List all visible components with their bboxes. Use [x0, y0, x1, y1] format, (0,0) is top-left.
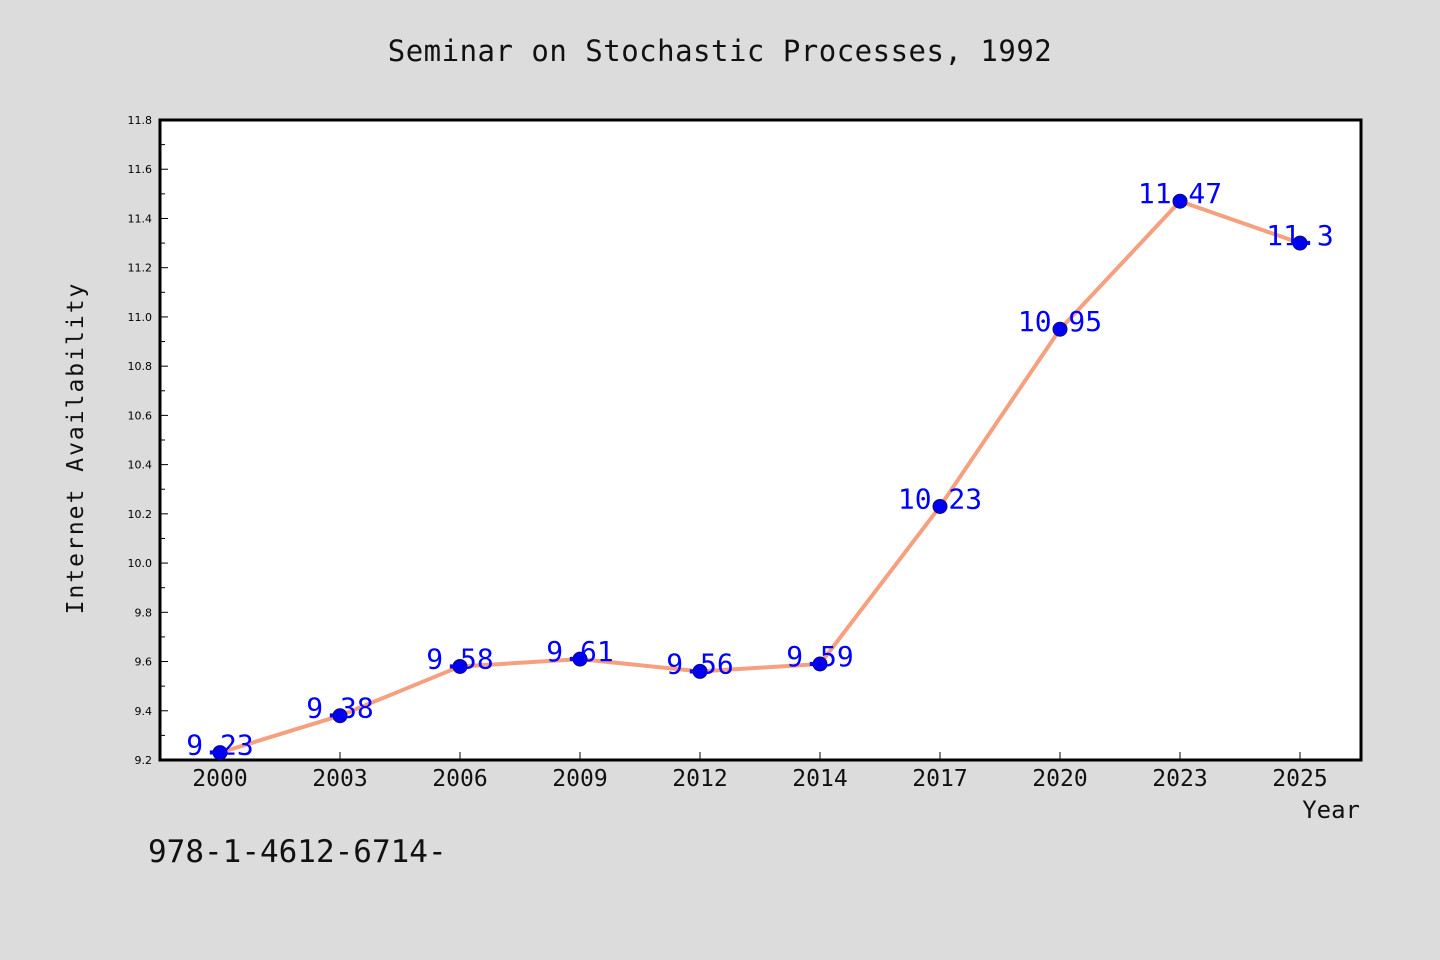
data-point — [452, 658, 468, 674]
data-label: 10.23 — [898, 482, 982, 515]
data-label: 10.95 — [1018, 305, 1102, 338]
y-tick-label: 10.8 — [128, 360, 153, 373]
y-tick-label: 11.0 — [128, 311, 153, 324]
x-tick-label: 2000 — [192, 766, 247, 792]
data-point — [1052, 321, 1068, 337]
data-label: 11.3 — [1266, 219, 1333, 252]
x-tick-label: 2009 — [552, 766, 607, 792]
y-tick-label: 9.6 — [135, 656, 153, 669]
y-tick-label: 10.0 — [128, 557, 153, 570]
y-tick-label: 11.2 — [128, 262, 153, 275]
isbn-footnote: 978-1-4612-6714- — [148, 834, 447, 870]
data-point — [212, 745, 228, 761]
chart-title: Seminar on Stochastic Processes, 1992 — [387, 34, 1053, 68]
data-label: 9.61 — [546, 635, 613, 668]
x-tick-label: 2012 — [672, 766, 727, 792]
x-tick-label: 2017 — [912, 766, 967, 792]
y-tick-label: 10.4 — [128, 459, 153, 472]
y-tick-label: 9.2 — [135, 754, 153, 767]
data-label: 9.59 — [786, 640, 853, 673]
y-tick-label: 11.4 — [128, 212, 153, 225]
data-point — [572, 651, 588, 667]
series-line — [219, 199, 1301, 755]
y-tick-label: 9.8 — [135, 606, 153, 619]
data-point — [932, 498, 948, 514]
data-label: 9.58 — [426, 642, 493, 675]
x-tick-label: 2023 — [1152, 766, 1207, 792]
data-point — [1172, 193, 1188, 209]
data-point — [332, 708, 348, 724]
x-tick-label: 2020 — [1032, 766, 1087, 792]
plot-area — [158, 118, 1363, 762]
x-tick-label: 2003 — [312, 766, 367, 792]
data-label: 9.23 — [186, 729, 253, 762]
x-tick-label: 2006 — [432, 766, 487, 792]
y-tick-label: 10.2 — [128, 508, 153, 521]
data-label: 11.47 — [1138, 177, 1222, 210]
y-tick-label: 10.6 — [128, 409, 153, 422]
x-axis-label: Year — [1302, 796, 1360, 824]
x-tick-label: 2025 — [1272, 766, 1327, 792]
data-point — [1292, 235, 1308, 251]
data-point — [812, 656, 828, 672]
y-tick-label: 11.8 — [128, 114, 153, 127]
x-tick-label: 2014 — [792, 766, 847, 792]
data-point — [692, 663, 708, 679]
y-tick-label: 11.6 — [128, 163, 153, 176]
data-label: 9.56 — [666, 647, 733, 680]
data-label: 9.38 — [306, 692, 373, 725]
y-tick-label: 9.4 — [135, 705, 153, 718]
